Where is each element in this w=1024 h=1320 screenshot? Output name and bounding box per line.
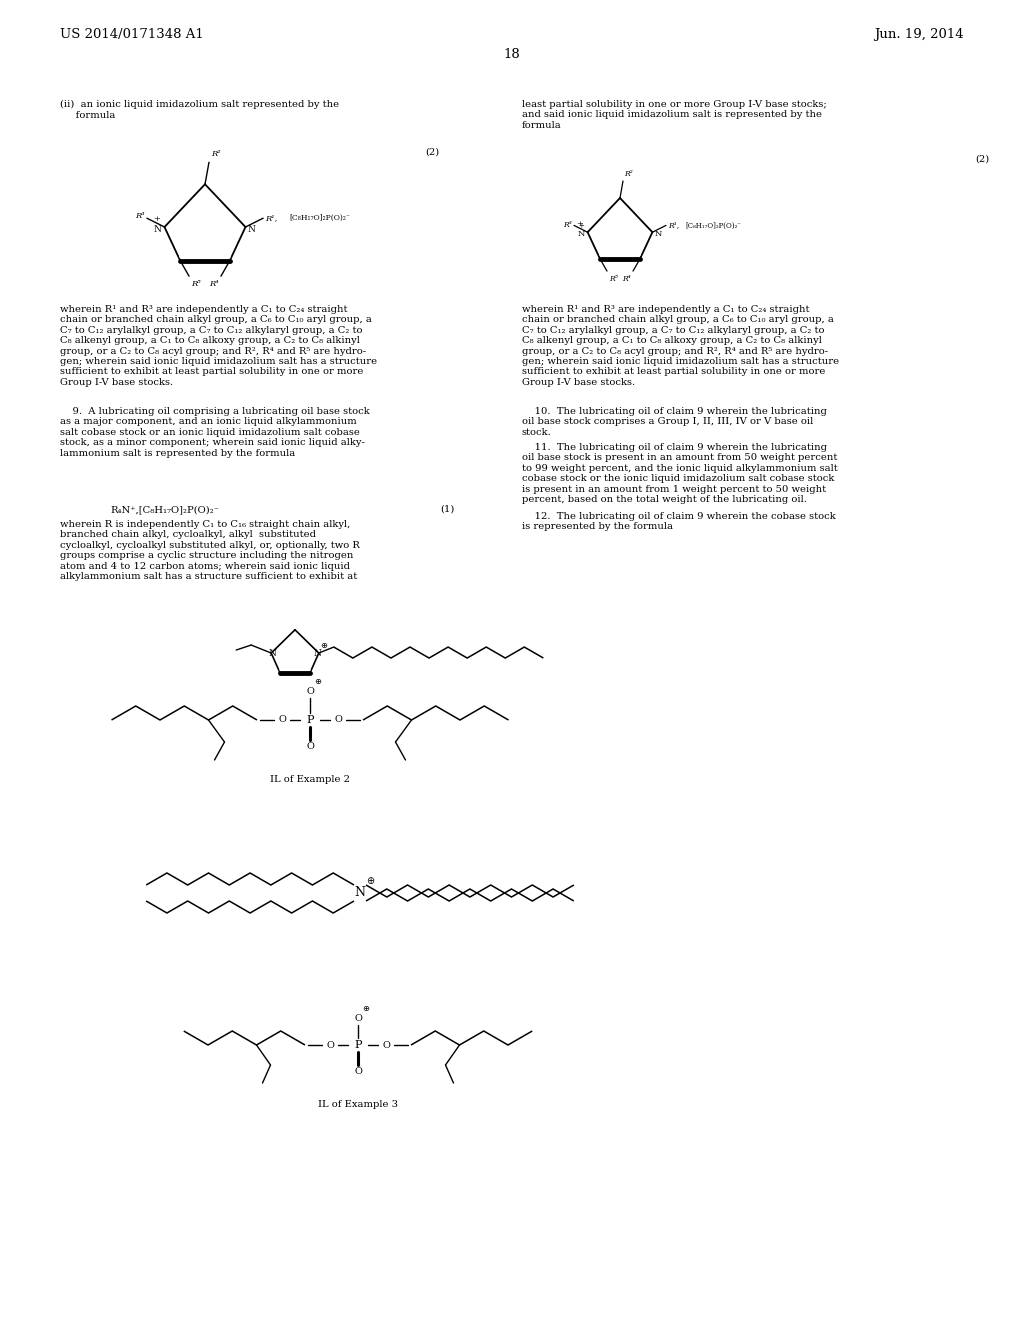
Text: R⁴: R⁴ xyxy=(623,275,632,282)
Text: N: N xyxy=(654,230,662,238)
Text: least partial solubility in one or more Group I-V base stocks;
and said ionic li: least partial solubility in one or more … xyxy=(522,100,826,129)
Text: R³: R³ xyxy=(563,222,572,230)
Text: N: N xyxy=(154,224,162,234)
Text: N: N xyxy=(354,887,366,899)
Text: N: N xyxy=(248,224,255,234)
Text: [C₈H₁₇O]₂P(O)₂⁻: [C₈H₁₇O]₂P(O)₂⁻ xyxy=(686,222,741,230)
Text: wherein R¹ and R³ are independently a C₁ to C₂₄ straight
chain or branched chain: wherein R¹ and R³ are independently a C₁… xyxy=(522,305,839,387)
Text: R¹,: R¹, xyxy=(668,222,679,230)
Text: N: N xyxy=(268,648,276,657)
Text: (ii)  an ionic liquid imidazolium salt represented by the
     formula: (ii) an ionic liquid imidazolium salt re… xyxy=(60,100,339,120)
Text: O: O xyxy=(306,742,314,751)
Text: R³: R³ xyxy=(135,213,144,220)
Text: R⁵: R⁵ xyxy=(608,275,617,282)
Text: N: N xyxy=(578,230,585,238)
Text: R¹,: R¹, xyxy=(265,214,278,222)
Text: O: O xyxy=(306,686,314,696)
Text: R²: R² xyxy=(211,150,220,158)
Text: P: P xyxy=(306,715,313,725)
Text: 11.  The lubricating oil of claim 9 wherein the lubricating
oil base stock is pr: 11. The lubricating oil of claim 9 where… xyxy=(522,444,838,504)
Text: 18: 18 xyxy=(504,48,520,61)
Text: O: O xyxy=(334,715,342,725)
Text: wherein R is independently C₁ to C₁₆ straight chain alkyl,
branched chain alkyl,: wherein R is independently C₁ to C₁₆ str… xyxy=(60,520,359,581)
Text: ⊕: ⊕ xyxy=(362,1005,370,1012)
Text: P: P xyxy=(354,1040,361,1049)
Text: N: N xyxy=(314,648,322,657)
Text: R₄N⁺,[C₈H₁₇O]₂P(O)₂⁻: R₄N⁺,[C₈H₁₇O]₂P(O)₂⁻ xyxy=(110,506,219,513)
Text: +: + xyxy=(579,222,585,230)
Text: 12.  The lubricating oil of claim 9 wherein the cobase stock
is represented by t: 12. The lubricating oil of claim 9 where… xyxy=(522,512,836,532)
Text: R⁴: R⁴ xyxy=(209,280,219,288)
Text: O: O xyxy=(354,1014,361,1023)
Text: O: O xyxy=(382,1040,390,1049)
Text: 10.  The lubricating oil of claim 9 wherein the lubricating
oil base stock compr: 10. The lubricating oil of claim 9 where… xyxy=(522,407,826,437)
Text: +: + xyxy=(577,220,583,228)
Text: Jun. 19, 2014: Jun. 19, 2014 xyxy=(874,28,964,41)
Text: (2): (2) xyxy=(425,148,439,157)
Text: (2): (2) xyxy=(975,154,989,164)
Text: O: O xyxy=(326,1040,334,1049)
Text: R⁵: R⁵ xyxy=(191,280,201,288)
Text: IL of Example 2: IL of Example 2 xyxy=(270,775,350,784)
Text: US 2014/0171348 A1: US 2014/0171348 A1 xyxy=(60,28,204,41)
Text: ⊕: ⊕ xyxy=(366,876,374,886)
Text: O: O xyxy=(279,715,286,725)
Text: wherein R¹ and R³ are independently a C₁ to C₂₄ straight
chain or branched chain: wherein R¹ and R³ are independently a C₁… xyxy=(60,305,377,387)
Text: ⊕: ⊕ xyxy=(314,677,322,686)
Text: R²: R² xyxy=(624,170,633,178)
Text: IL of Example 3: IL of Example 3 xyxy=(318,1100,398,1109)
Text: ⊕: ⊕ xyxy=(321,640,328,649)
Text: 9.  A lubricating oil comprising a lubricating oil base stock
as a major compone: 9. A lubricating oil comprising a lubric… xyxy=(60,407,370,458)
Text: [C₈H₁₇O]₂P(O)₂⁻: [C₈H₁₇O]₂P(O)₂⁻ xyxy=(290,214,350,222)
Text: O: O xyxy=(354,1067,361,1076)
Text: (1): (1) xyxy=(440,506,455,513)
Text: +: + xyxy=(153,215,160,223)
